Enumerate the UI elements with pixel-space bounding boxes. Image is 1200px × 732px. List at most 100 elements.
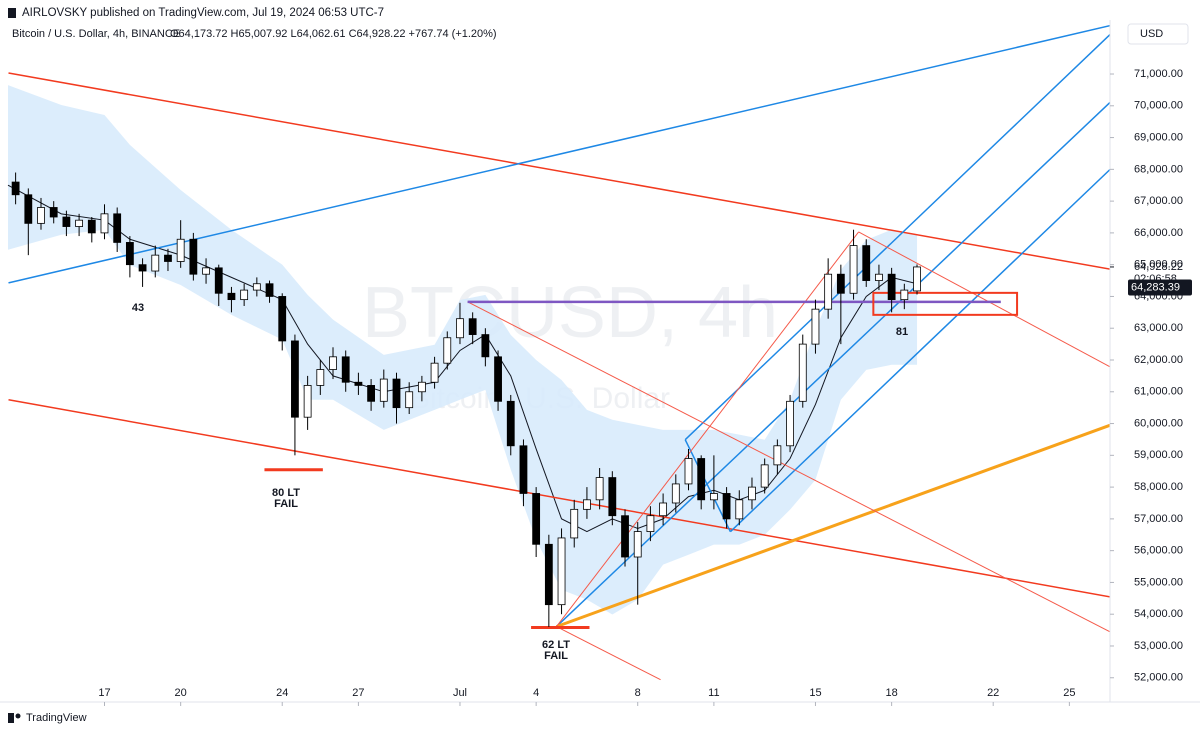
candle-body (354, 381, 363, 386)
candle-body (202, 267, 210, 275)
candle-body (760, 464, 769, 488)
x-tick-label: 20 (175, 687, 187, 699)
x-tick-label: 15 (809, 687, 821, 699)
trend-line (8, 72, 1110, 270)
trend-line (555, 423, 1110, 629)
trend-line (556, 626, 661, 681)
trend-line (729, 168, 1110, 533)
candle-body (709, 493, 718, 501)
price-label: 64,283.39 (1131, 281, 1180, 293)
y-tick-label: 54,000.00 (1134, 608, 1183, 620)
candle-body (595, 477, 604, 501)
candle-body (265, 283, 274, 297)
y-tick-label: 71,000.00 (1134, 68, 1183, 80)
candle-body (164, 254, 172, 262)
candle-body (75, 219, 83, 227)
candle-body (113, 213, 122, 243)
candle-body (417, 381, 426, 393)
annotation: 80 LT (272, 487, 300, 499)
candle-body (49, 207, 58, 218)
watermark: BTCUSD, 4h (362, 273, 778, 353)
y-tick-label: 55,000.00 (1134, 576, 1183, 588)
x-tick-label: 4 (533, 687, 539, 699)
x-tick-label: 24 (276, 687, 288, 699)
logo (8, 8, 16, 18)
candle-body (773, 445, 782, 466)
candle-body (722, 493, 731, 520)
candle-body (151, 254, 160, 272)
y-tick-label: 56,000.00 (1134, 545, 1183, 557)
candle-body (316, 369, 325, 386)
candle-body (506, 400, 515, 447)
candle-body (900, 289, 909, 301)
candle-body (532, 493, 541, 545)
x-tick-label: 17 (98, 687, 110, 699)
candle-body (303, 385, 312, 418)
y-tick-label: 66,000.00 (1134, 227, 1183, 239)
y-tick-label: 67,000.00 (1134, 195, 1183, 207)
y-tick-label: 52,000.00 (1134, 672, 1183, 684)
symbol: Bitcoin / U.S. Dollar, 4h, BINANCE (12, 28, 180, 40)
y-tick-label: 70,000.00 (1134, 100, 1183, 112)
y-tick-label: 69,000.00 (1134, 131, 1183, 143)
x-tick-label: Jul (453, 687, 467, 699)
price-label: 64,928.22 (1134, 261, 1183, 273)
candle-body (214, 267, 223, 294)
x-tick-label: 25 (1063, 687, 1075, 699)
ohlc-legend: O64,173.72 H65,007.92 L64,062.61 C64,928… (170, 28, 497, 40)
footer-logo (8, 713, 21, 723)
candle-body (138, 264, 147, 272)
x-tick-label: 22 (987, 687, 999, 699)
candle-body (633, 531, 642, 558)
candle-body (659, 502, 668, 517)
band (8, 85, 918, 615)
trend-line (8, 399, 1110, 598)
candle-body (887, 273, 896, 301)
candle-body (456, 318, 464, 339)
y-tick-label: 68,000.00 (1134, 163, 1183, 175)
box (872, 291, 1019, 316)
candle-body (646, 515, 655, 532)
annotation: 81 (896, 326, 908, 338)
plot-area: BTCUSD, 4hBitcoin / U.S. Dollar (7, 24, 1110, 681)
annotation: FAIL (544, 650, 568, 662)
x-tick-label: 27 (352, 687, 364, 699)
candle-body (824, 273, 833, 310)
candle-body (836, 273, 845, 294)
candle-body (278, 296, 287, 342)
x-tick-label: 18 (886, 687, 898, 699)
currency[interactable]: USD (1140, 28, 1163, 40)
trend-line (8, 24, 1110, 284)
candle-body (125, 242, 134, 266)
trend-line (684, 33, 1110, 441)
candle-body (481, 334, 490, 358)
y-tick-label: 59,000.00 (1134, 449, 1183, 461)
candle-body (468, 318, 477, 335)
currency-box[interactable] (1127, 23, 1189, 45)
price-label-box (1128, 279, 1192, 296)
candle-body (341, 356, 350, 383)
candle-body (519, 445, 528, 494)
candle-body (583, 499, 591, 510)
candle-body (913, 266, 921, 292)
candle-body (849, 245, 858, 294)
candle-body (291, 340, 299, 418)
candle-body (875, 273, 883, 281)
moving-average (7, 184, 918, 533)
candle-body (430, 362, 439, 383)
trend-line (555, 101, 1110, 628)
candle-body (798, 343, 807, 402)
header: AIRLOVSKY published on TradingView.com, … (22, 7, 384, 19)
y-tick-label: 53,000.00 (1134, 640, 1183, 652)
y-tick-label: 58,000.00 (1134, 481, 1183, 493)
annotation: FAIL (274, 498, 298, 510)
candle-body (671, 483, 680, 504)
candle-body (570, 508, 579, 539)
candle-body (748, 486, 756, 501)
y-tick-label: 60,000.00 (1134, 417, 1183, 429)
candle-body (443, 337, 452, 364)
candle-body (786, 400, 794, 447)
candle-body (176, 238, 185, 262)
candle-body (544, 543, 553, 606)
